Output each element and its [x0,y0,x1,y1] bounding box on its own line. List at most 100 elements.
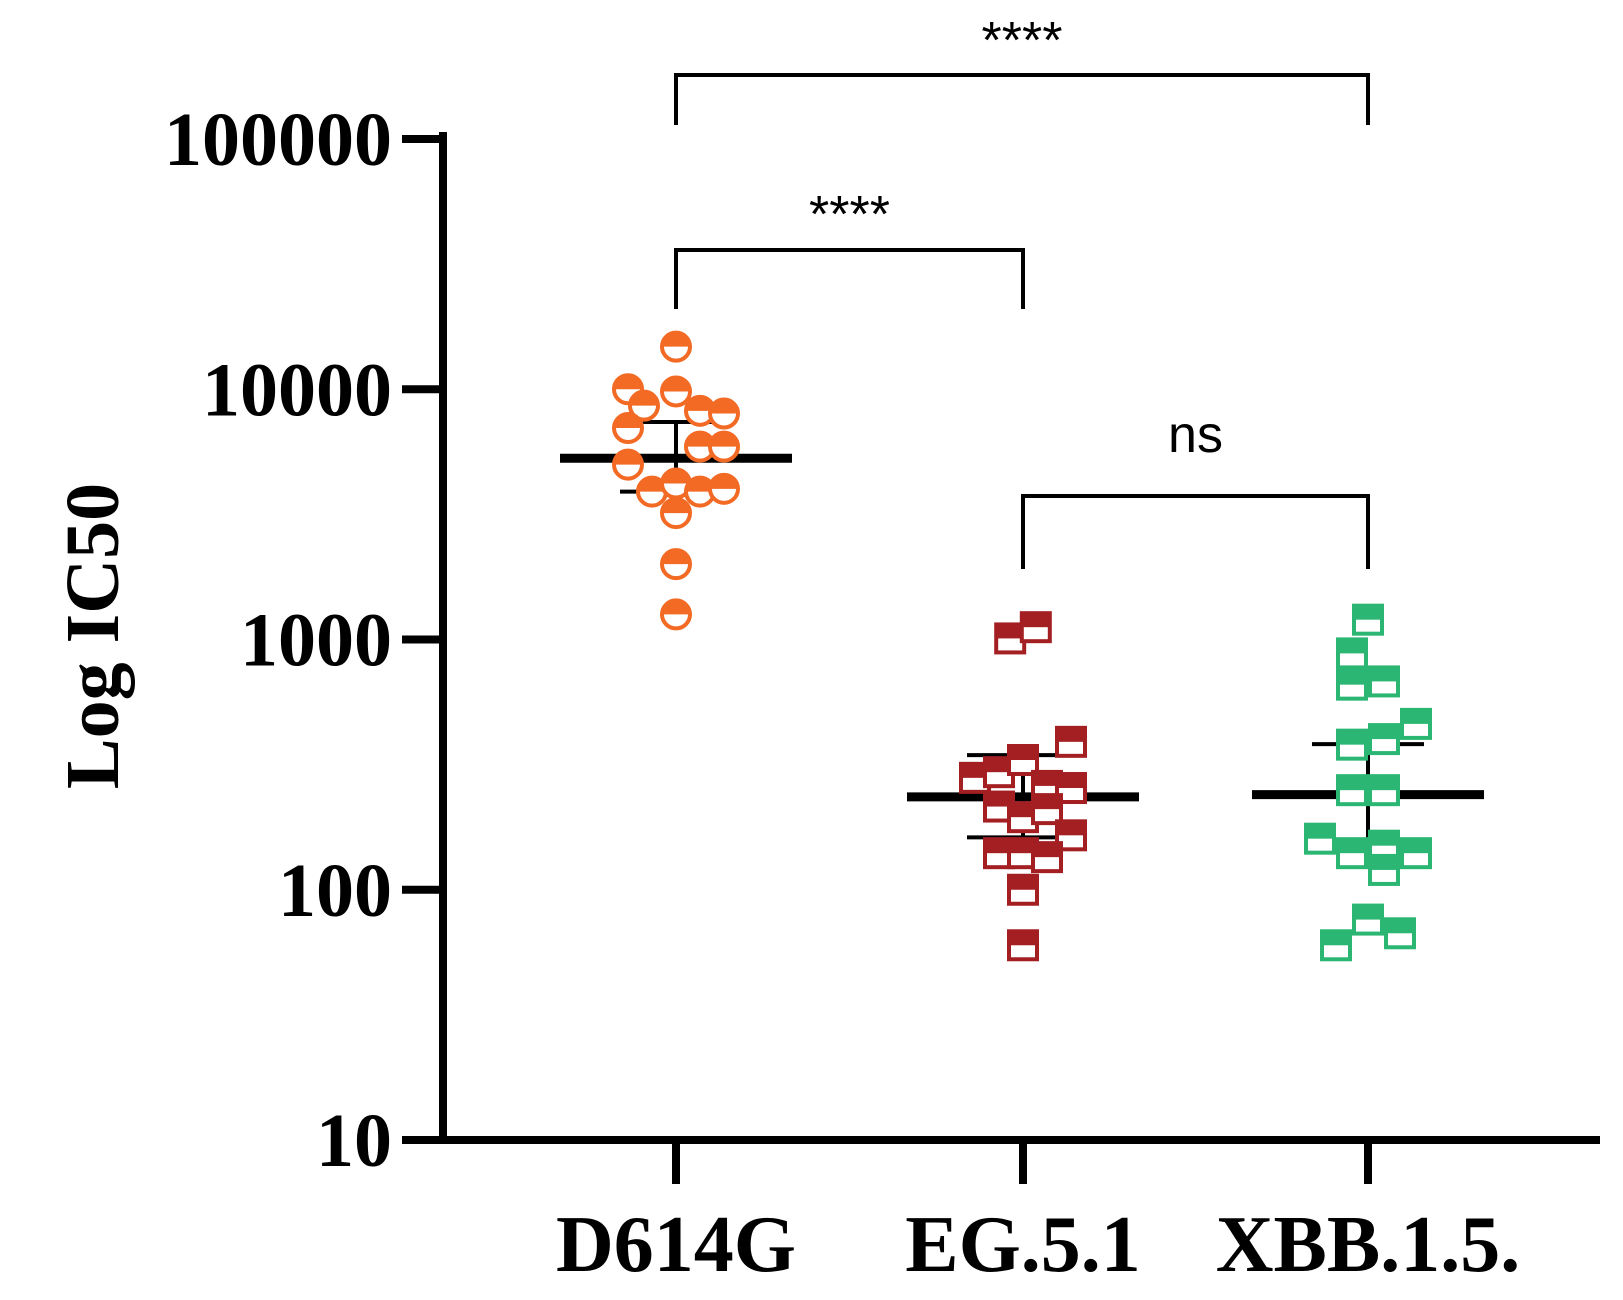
data-point [1304,822,1336,855]
point-fill [1057,727,1085,742]
data-point [1368,665,1400,698]
data-point [1400,837,1432,870]
point-fill [985,839,1013,854]
category-label: EG.5.1 [905,1201,1141,1289]
data-point [1019,611,1052,644]
data-point [660,375,692,408]
category-label: D614G [556,1201,796,1289]
point-fill [1402,709,1430,724]
point-fill [1009,803,1037,818]
data-point [1055,725,1087,758]
point-fill [614,375,642,390]
point-fill [1338,839,1366,854]
point-fill [686,432,714,447]
data-point [1031,793,1063,826]
point-fill [1057,774,1085,789]
data-point [1320,929,1352,962]
point-fill [1402,839,1430,854]
data-point [1384,917,1416,950]
data-point [1007,743,1039,776]
point-fill [1354,905,1382,920]
point-fill [1386,919,1414,934]
data-point [684,475,716,508]
point-fill [1370,855,1398,870]
data-point [1055,772,1087,805]
data-point [1031,841,1063,874]
point-fill [630,391,658,406]
point-fill [1370,831,1398,846]
point-fill [1322,931,1350,946]
data-point [1336,837,1368,870]
point-fill [662,469,690,484]
point-fill [961,763,989,778]
point-fill [1057,821,1085,836]
point-fill [638,477,666,492]
data-point [1336,774,1368,807]
significance-bracket [674,73,1370,125]
data-point [1336,668,1368,701]
point-fill [1033,771,1061,786]
point-fill [662,600,690,615]
data-point [708,397,740,430]
data-point [1352,903,1384,936]
data-point [708,430,740,463]
significance-bracket [674,248,1025,309]
point-fill [662,499,690,514]
y-tick-label: 1000 [240,599,392,683]
point-fill [985,792,1013,807]
point-fill [614,450,642,465]
point-fill [1370,725,1398,740]
data-point [628,389,660,422]
data-point [1368,853,1400,886]
data-point [660,330,692,363]
significance-bracket [1021,494,1370,569]
data-point [994,622,1027,655]
data-point [1007,929,1039,962]
point-fill [1009,875,1037,890]
point-fill [710,474,738,489]
point-fill [710,432,738,447]
category-label: XBB.1.5. [1216,1201,1521,1289]
point-fill [1354,605,1382,620]
x-ticks: D614G EG.5.1 XBB.1.5. [556,1140,1520,1289]
point-fill [686,477,714,492]
data-point [612,412,644,445]
data-point [1400,707,1432,740]
point-fill [710,399,738,414]
y-tick-label: 100000 [164,98,392,182]
point-fill [1009,839,1037,854]
y-tick-label: 10 [316,1099,392,1183]
y-ticks: 10 100 1000 10000 100000 [164,98,443,1183]
data-point [1368,723,1400,756]
significance-label: **** [982,12,1063,70]
point-fill [662,377,690,392]
data-point [708,472,740,505]
point-fill [1338,776,1366,791]
data-point [1352,603,1384,636]
point-fill [1370,776,1398,791]
point-fill [686,396,714,411]
data-point [612,448,644,481]
data-point [660,497,692,530]
point-fill [1009,931,1037,946]
point-fill [996,624,1025,639]
point-fill [662,332,690,347]
point-fill [1370,667,1398,682]
data-point [636,475,668,508]
data-point [660,598,692,631]
y-tick-label: 100 [278,849,392,933]
point-fill [1338,730,1366,745]
point-fill [985,758,1013,773]
point-fill [1021,613,1050,628]
point-fill [662,550,690,565]
point-fill [1338,639,1366,654]
point-fill [1306,824,1334,839]
y-tick-label: 10000 [202,348,392,432]
y-axis-title: Log IC50 [51,483,135,789]
data-point [1336,728,1368,761]
data-point [1368,774,1400,807]
data-points [612,330,1432,962]
point-fill [614,414,642,429]
point-fill [1033,843,1061,858]
